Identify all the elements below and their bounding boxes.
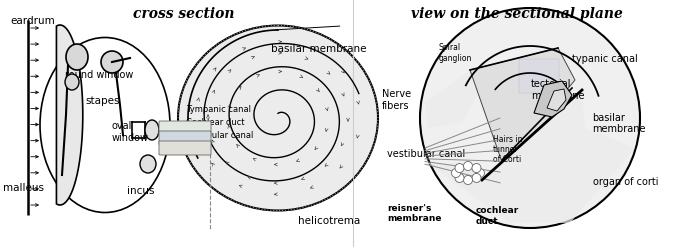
Text: organ of corti: organ of corti — [593, 177, 658, 186]
Text: Spiral
ganglion: Spiral ganglion — [438, 43, 472, 63]
Circle shape — [464, 162, 473, 170]
Text: helicotrema: helicotrema — [298, 216, 360, 226]
Circle shape — [451, 168, 460, 178]
Text: tectorial
membrane: tectorial membrane — [531, 79, 584, 101]
Circle shape — [464, 176, 473, 185]
FancyBboxPatch shape — [159, 121, 211, 135]
Text: stapes: stapes — [86, 96, 120, 106]
FancyBboxPatch shape — [159, 131, 211, 145]
FancyBboxPatch shape — [159, 141, 211, 155]
Circle shape — [472, 164, 481, 173]
Text: Nerve
fibers: Nerve fibers — [382, 89, 412, 111]
Polygon shape — [470, 48, 575, 162]
Text: Vestibular canal: Vestibular canal — [186, 131, 253, 140]
Text: oval
window: oval window — [112, 121, 149, 143]
Text: Cochlear duct: Cochlear duct — [186, 118, 245, 127]
Circle shape — [472, 173, 481, 183]
Polygon shape — [425, 70, 478, 128]
Ellipse shape — [65, 74, 79, 90]
Circle shape — [475, 168, 484, 178]
Text: malleus: malleus — [3, 183, 45, 193]
Circle shape — [455, 164, 464, 173]
Ellipse shape — [178, 25, 378, 210]
Text: cross section: cross section — [133, 7, 234, 21]
Text: typanic canal: typanic canal — [572, 54, 638, 64]
Text: cochlear
duct: cochlear duct — [476, 206, 519, 226]
Polygon shape — [428, 90, 635, 223]
Polygon shape — [534, 81, 572, 117]
Text: basilar
membrane: basilar membrane — [593, 113, 646, 134]
FancyBboxPatch shape — [519, 59, 559, 93]
Ellipse shape — [66, 44, 88, 70]
Ellipse shape — [101, 51, 123, 73]
Ellipse shape — [145, 120, 159, 140]
Text: vestibular canal: vestibular canal — [387, 149, 465, 159]
Polygon shape — [547, 89, 566, 111]
Text: Hairs in
tunnel
of Corti: Hairs in tunnel of Corti — [493, 135, 523, 164]
Circle shape — [420, 8, 640, 228]
Ellipse shape — [140, 155, 156, 173]
Text: basilar membrane: basilar membrane — [271, 44, 366, 54]
Text: reisner's
membrane: reisner's membrane — [387, 204, 442, 223]
Text: round window: round window — [65, 70, 134, 80]
Text: Tympanic canal: Tympanic canal — [186, 105, 251, 114]
Circle shape — [455, 173, 464, 183]
Text: incus: incus — [127, 186, 154, 196]
Text: view on the sectional plane: view on the sectional plane — [411, 7, 623, 21]
Polygon shape — [56, 25, 83, 205]
Text: eardrum: eardrum — [10, 16, 55, 26]
